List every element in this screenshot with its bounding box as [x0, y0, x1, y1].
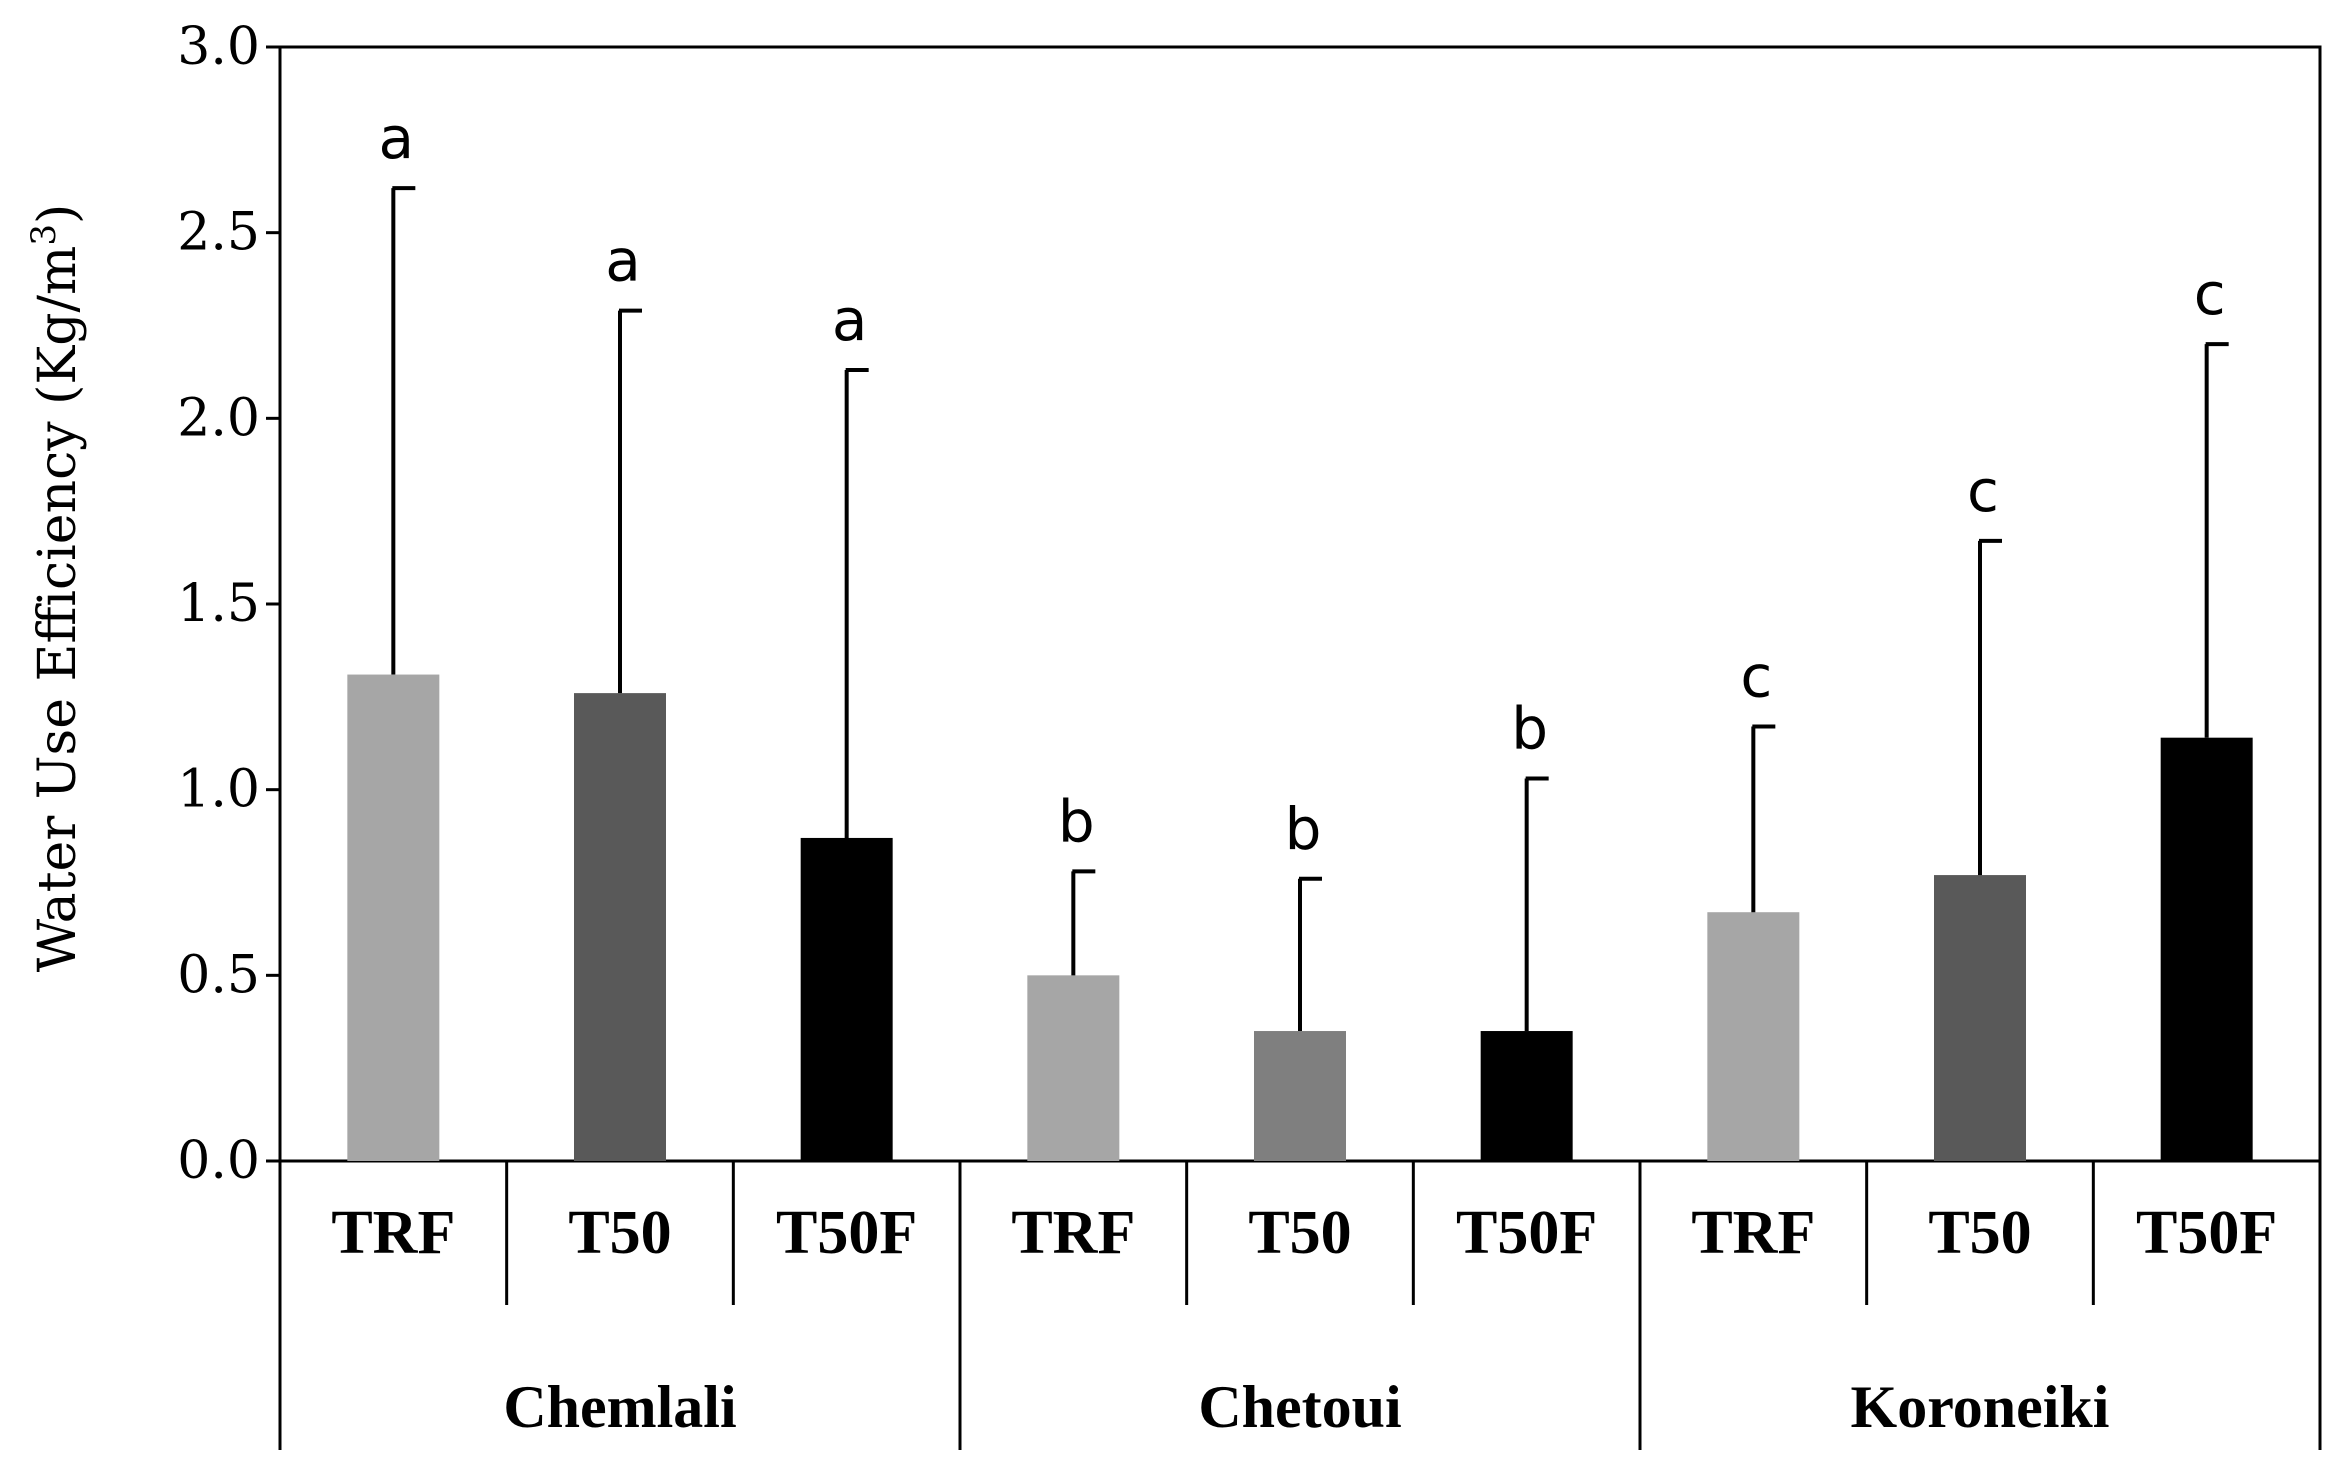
significance-letter: c: [1740, 643, 1772, 711]
group-label: Chemlali: [503, 1374, 736, 1440]
error-bars: [391, 186, 2229, 1032]
x-axis-categories: Chemlali TRF T50 T50F Chetoui TRF T50 T50F Koron…: [278, 1161, 2322, 1450]
significance-letter: a: [605, 227, 641, 295]
group-label: Koroneiki: [1851, 1374, 2110, 1440]
bar: [1480, 1031, 1573, 1161]
significance-letter: b: [1285, 795, 1322, 863]
significance-letter: b: [1511, 695, 1548, 763]
category-label: T50F: [2136, 1199, 2277, 1267]
category-label: T50: [1928, 1199, 2031, 1267]
y-axis-title: Water Use Efficiency (Kg/m3): [24, 204, 88, 973]
category-label: T50F: [776, 1199, 917, 1267]
y-tick-label: 2.0: [177, 388, 260, 448]
bar: [574, 693, 666, 1161]
significance-letter: c: [2194, 260, 2226, 328]
y-tick-label: 1.0: [177, 760, 260, 820]
category-label: TRF: [1691, 1199, 1815, 1267]
y-axis-ticks: 0.0 0.5 1.0 1.5 2.0 2.5 3.0: [177, 17, 280, 1191]
significance-letters: a a a b b b c c c: [379, 104, 2226, 863]
category-label: T50: [568, 1199, 671, 1267]
bar: [1027, 975, 1120, 1161]
bar: [1707, 912, 1800, 1161]
group-label: Chetoui: [1198, 1374, 1401, 1440]
y-tick-label: 0.5: [177, 945, 260, 1005]
bars: [347, 674, 2253, 1161]
y-tick-label: 3.0: [177, 17, 260, 77]
category-label: TRF: [1011, 1199, 1135, 1267]
significance-letter: a: [379, 104, 415, 172]
category-label: T50: [1248, 1199, 1351, 1267]
y-tick-label: 1.5: [177, 574, 260, 634]
bar: [1254, 1031, 1346, 1161]
y-tick-label: 2.5: [177, 203, 260, 263]
bar: [1934, 875, 2026, 1161]
category-label: T50F: [1456, 1199, 1597, 1267]
significance-letter: c: [1967, 457, 1999, 525]
bar: [347, 674, 440, 1161]
category-label: TRF: [331, 1199, 455, 1267]
y-tick-label: 0.0: [177, 1131, 260, 1191]
significance-letter: b: [1058, 787, 1095, 855]
bar: [800, 837, 893, 1161]
bar: [2160, 737, 2253, 1161]
significance-letter: a: [832, 286, 868, 354]
